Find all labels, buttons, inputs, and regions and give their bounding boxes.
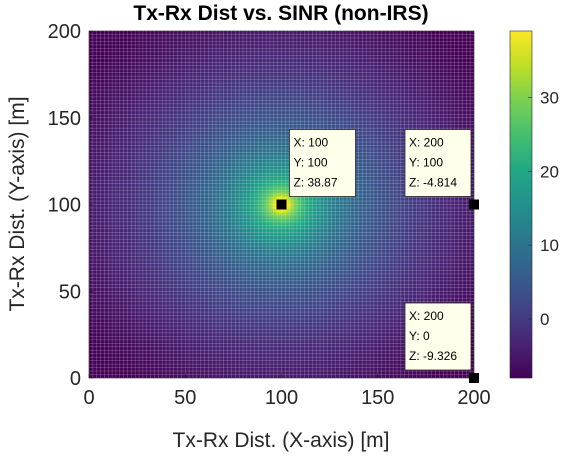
datatip-marker[interactable] (469, 199, 479, 210)
colorbar-tick-label: 20 (540, 162, 559, 181)
heatmap-area (88, 30, 475, 379)
colorbar-gradient (509, 30, 533, 379)
datatip-box (404, 302, 472, 371)
x-axis-label: Tx-Rx Dist. (X-axis) [m] (173, 429, 390, 452)
y-axis-ticks: 0 50 100 150 200 (48, 21, 93, 390)
x-tick-label: 50 (174, 387, 196, 409)
datatip-label: Y: 0 (409, 329, 430, 343)
x-tick-label: 0 (83, 387, 94, 409)
colorbar-tick-label: 10 (540, 236, 559, 255)
chart-title: Tx-Rx Dist vs. SINR (non-IRS) (133, 2, 428, 25)
datatip-label: Z: -9.326 (409, 349, 457, 363)
datatip-box (289, 129, 356, 197)
y-tick-label: 100 (48, 195, 81, 217)
datatip-label: X: 200 (409, 309, 444, 323)
x-axis-ticks: 0 50 100 150 200 (83, 374, 491, 409)
datatip-label: Y: 100 (409, 156, 443, 170)
x-tick-label: 200 (457, 387, 490, 409)
y-tick-label: 0 (70, 368, 81, 390)
datatips-layer: X: 100 Y: 100 Z: 38.87 X: 200 Y: 100 Z: -4.81… (276, 129, 479, 383)
heatmap-gridlines (88, 30, 475, 379)
datatip-label: Z: -4.814 (409, 176, 457, 190)
colorbar: 0 10 20 30 (509, 30, 559, 379)
datatip-marker[interactable] (276, 199, 287, 210)
colorbar-tick-label: 30 (540, 88, 559, 107)
datatip-label: X: 200 (409, 136, 444, 150)
y-tick-label: 50 (59, 281, 81, 303)
y-tick-label: 200 (48, 21, 81, 43)
datatip-box (404, 129, 472, 197)
colorbar-tick-label: 0 (540, 310, 549, 329)
datatip-label: Z: 38.87 (294, 176, 338, 190)
x-tick-label: 100 (265, 387, 298, 409)
datatip-label: Y: 100 (294, 156, 328, 170)
x-tick-label: 150 (361, 387, 394, 409)
y-tick-label: 150 (48, 108, 81, 130)
datatip-label: X: 100 (294, 136, 329, 150)
y-axis-label: Tx-Rx Dist. (Y-axis) [m] (6, 96, 29, 311)
colorbar-ticks: 0 10 20 30 (528, 88, 559, 329)
datatip-marker[interactable] (469, 373, 479, 383)
